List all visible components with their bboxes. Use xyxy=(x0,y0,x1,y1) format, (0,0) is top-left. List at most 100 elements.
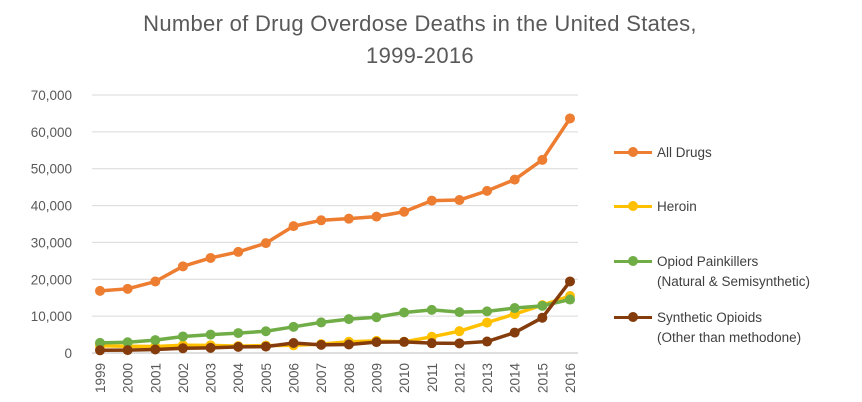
x-tick-label: 1999 xyxy=(93,363,108,393)
legend-swatch-heroin xyxy=(614,200,652,212)
series-2-point-2012 xyxy=(454,307,465,318)
x-axis: 1999 2000 2001 2002 2003 2004 2005 2006 2007 2008… xyxy=(93,363,578,394)
series-0-point-2001 xyxy=(150,276,161,287)
y-tick-label: 40,000 xyxy=(31,199,72,214)
series-0-point-2015 xyxy=(537,154,548,165)
legend-marker-heroin xyxy=(628,201,638,211)
x-tick-label: 2012 xyxy=(452,363,467,393)
y-tick-label: 60,000 xyxy=(31,125,72,140)
x-tick-label: 2010 xyxy=(397,363,412,393)
series-2-point-2001 xyxy=(150,335,161,346)
legend-label-heroin: Heroin xyxy=(657,197,697,217)
series-0-point-2005 xyxy=(260,238,271,249)
x-tick-label: 2013 xyxy=(480,363,495,393)
y-tick-label: 70,000 xyxy=(31,88,72,103)
series-1-point-2012 xyxy=(454,326,465,337)
legend-label-all-drugs: All Drugs xyxy=(657,143,712,163)
series-0-point-2007 xyxy=(316,215,327,226)
y-tick-label: 10,000 xyxy=(31,309,72,324)
series-0-point-2004 xyxy=(233,246,244,257)
x-tick-label: 2001 xyxy=(148,363,163,393)
series-2-point-2000 xyxy=(122,337,133,348)
series-3-point-2015 xyxy=(537,312,548,323)
series-3-point-1999 xyxy=(95,345,105,356)
series-2-point-2010 xyxy=(399,307,410,318)
legend-marker-all-drugs xyxy=(628,147,638,157)
series-3-point-2016 xyxy=(565,276,575,287)
x-tick-label: 2011 xyxy=(425,363,440,392)
series-2-point-2007 xyxy=(316,317,327,328)
series-0-point-2016 xyxy=(565,113,575,124)
legend-label-opioid-painkillers-line-1: Opiod Painkillers xyxy=(657,254,759,269)
series-2-point-2006 xyxy=(288,321,299,332)
legend-label-synthetic-opioids: Synthetic Opioids (Other than methodone) xyxy=(657,308,801,348)
series-0-point-1999 xyxy=(95,285,105,296)
legend-swatch-synthetic-opioids xyxy=(614,311,652,323)
series-2-point-2004 xyxy=(233,328,244,339)
legend-marker-opioid-painkillers xyxy=(628,256,638,266)
chart-title: Number of Drug Overdose Deaths in the Un… xyxy=(120,8,720,72)
series-3 xyxy=(95,276,575,356)
series-0-line xyxy=(98,116,572,293)
legend-swatch-opioid-painkillers xyxy=(614,255,652,267)
legend-swatch-all-drugs xyxy=(614,146,652,158)
gridlines xyxy=(92,94,578,354)
series-0-point-2011 xyxy=(426,195,437,206)
series-0-point-2000 xyxy=(122,283,133,294)
series-2-point-1999 xyxy=(95,337,105,348)
chart-title-line-2: 1999-2016 xyxy=(366,43,474,68)
series-3-point-2013 xyxy=(482,336,493,347)
x-tick-label: 2009 xyxy=(369,363,384,393)
chart-title-line-1: Number of Drug Overdose Deaths in the Un… xyxy=(143,11,697,36)
series-2-point-2014 xyxy=(509,303,520,314)
series-3-point-2004 xyxy=(233,341,244,352)
series-2-point-2002 xyxy=(177,331,188,342)
series-0-point-2006 xyxy=(288,221,299,232)
series-0-point-2003 xyxy=(205,252,216,263)
series-3-point-2003 xyxy=(205,342,216,353)
series-2-point-2011 xyxy=(426,304,437,315)
series-3-point-2002 xyxy=(177,343,188,354)
series-3-point-2000 xyxy=(122,345,133,356)
x-tick-label: 2003 xyxy=(204,363,219,393)
legend-label-opioid-painkillers: Opiod Painkillers (Natural & Semisynthet… xyxy=(657,252,810,292)
series-2-point-2009 xyxy=(371,312,382,323)
x-tick-label: 2014 xyxy=(508,363,523,394)
series-3-point-2001 xyxy=(150,344,161,355)
series-3-point-2006 xyxy=(288,338,299,349)
series-layer xyxy=(95,113,575,356)
x-tick-label: 2004 xyxy=(231,363,246,394)
y-axis: 0 10,000 20,000 30,000 40,000 50,000 60,000 70,… xyxy=(31,88,72,361)
series-3-point-2007 xyxy=(316,339,327,350)
legend-label-synthetic-opioids-line-1: Synthetic Opioids xyxy=(657,310,763,325)
x-tick-label: 2007 xyxy=(314,363,329,393)
x-tick-label: 2006 xyxy=(287,363,302,393)
series-2-point-2013 xyxy=(482,306,493,317)
series-0-point-2008 xyxy=(343,213,354,224)
series-2-point-2005 xyxy=(260,326,271,337)
series-2-point-2016 xyxy=(565,294,575,305)
legend-label-all-drugs-line-1: All Drugs xyxy=(657,145,712,160)
series-3-point-2010 xyxy=(399,336,410,347)
legend-marker-synthetic-opioids xyxy=(628,312,638,322)
x-tick-label: 2000 xyxy=(121,363,136,393)
y-tick-label: 0 xyxy=(64,346,72,361)
series-1-point-2013 xyxy=(482,317,493,328)
legend-label-heroin-line-1: Heroin xyxy=(657,199,697,214)
series-3-point-2008 xyxy=(343,339,354,350)
series-3-point-2014 xyxy=(509,327,520,338)
x-tick-label: 2016 xyxy=(563,363,578,393)
series-0-point-2013 xyxy=(482,185,493,196)
series-0-point-2012 xyxy=(454,195,465,206)
series-3-point-2005 xyxy=(260,341,271,352)
series-0-point-2009 xyxy=(371,211,382,222)
x-tick-label: 2005 xyxy=(259,363,274,393)
series-0-point-2002 xyxy=(177,261,188,272)
legend: All Drugs Heroin Opiod Painkillers (Natu… xyxy=(614,0,862,402)
legend-label-synthetic-opioids-line-2: (Other than methodone) xyxy=(657,330,802,345)
series-2-point-2003 xyxy=(205,329,216,340)
series-0-point-2010 xyxy=(399,206,410,217)
series-3-point-2012 xyxy=(454,338,465,349)
series-2-point-2015 xyxy=(537,300,548,311)
x-tick-label: 2008 xyxy=(342,363,357,393)
